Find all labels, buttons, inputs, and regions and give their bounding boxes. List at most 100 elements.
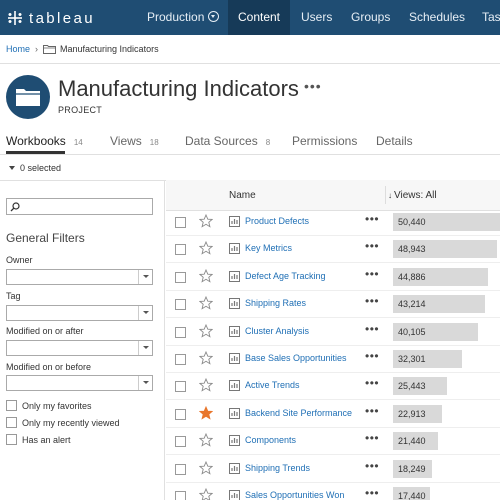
column-divider: [385, 186, 386, 204]
tableau-logo[interactable]: tableau: [7, 9, 95, 27]
row-select-checkbox[interactable]: [175, 491, 186, 500]
table-row[interactable]: Product Defects ••• 50,440: [166, 209, 500, 236]
row-select-checkbox[interactable]: [175, 271, 186, 283]
tab-details[interactable]: Details: [376, 134, 413, 148]
tab-label: Details: [376, 134, 413, 148]
selection-dropdown[interactable]: 0 selected: [9, 163, 61, 173]
row-actions-more-icon[interactable]: •••: [365, 349, 380, 363]
modified-before-label: Modified on or before: [6, 362, 92, 372]
workbook-name-link[interactable]: Shipping Trends: [245, 462, 311, 473]
row-select-checkbox[interactable]: [175, 244, 186, 256]
workbook-icon: [229, 490, 240, 500]
site-label: Production: [147, 10, 205, 24]
favorite-star-icon[interactable]: [199, 378, 213, 393]
tab-label: Data Sources: [185, 134, 258, 148]
nav-item-users[interactable]: Users: [301, 10, 333, 24]
modified-after-select[interactable]: [6, 340, 153, 356]
views-bar: [393, 377, 447, 396]
nav-item-tasks[interactable]: Task: [482, 10, 500, 24]
tag-label: Tag: [6, 291, 21, 301]
favorite-star-icon[interactable]: [199, 488, 213, 500]
table-row[interactable]: Shipping Trends ••• 18,249: [166, 456, 500, 483]
site-switcher[interactable]: Production: [147, 0, 227, 35]
favorite-star-icon[interactable]: [199, 241, 213, 256]
tag-select[interactable]: [6, 305, 153, 321]
workbook-name-link[interactable]: Cluster Analysis: [245, 325, 310, 336]
workbook-name-link[interactable]: Sales Opportunities Won: [245, 490, 345, 500]
breadcrumb-home-link[interactable]: Home: [6, 44, 31, 54]
only-recently-viewed-checkbox[interactable]: Only my recently viewed: [6, 417, 120, 428]
row-select-checkbox[interactable]: [175, 436, 186, 448]
row-actions-more-icon[interactable]: •••: [365, 294, 380, 309]
row-select-checkbox[interactable]: [175, 354, 186, 365]
row-actions-more-icon[interactable]: •••: [365, 239, 380, 254]
workbook-name-link[interactable]: Base Sales Opportunities: [245, 353, 347, 363]
favorite-star-icon[interactable]: [199, 323, 213, 338]
checkbox[interactable]: [6, 434, 17, 445]
row-select-checkbox[interactable]: [175, 326, 186, 338]
has-alert-checkbox[interactable]: Has an alert: [6, 434, 71, 445]
nav-item-schedules[interactable]: Schedules: [409, 10, 466, 24]
row-select-checkbox[interactable]: [175, 408, 186, 420]
views-bar: [393, 295, 485, 314]
table-row[interactable]: Shipping Rates ••• 43,214: [166, 291, 500, 319]
workbook-name-link[interactable]: Defect Age Tracking: [245, 270, 326, 281]
row-select-checkbox[interactable]: [175, 299, 186, 311]
column-header-name[interactable]: Name: [229, 190, 256, 201]
tableau-logo-icon: [8, 11, 22, 25]
table-row[interactable]: Components ••• 21,440: [166, 428, 500, 456]
row-actions-more-icon[interactable]: •••: [365, 431, 380, 446]
favorite-star-icon[interactable]: [199, 296, 213, 310]
filter-search-input[interactable]: [6, 198, 153, 215]
only-favorites-checkbox[interactable]: Only my favorites: [6, 400, 92, 411]
tab-views[interactable]: Views 18: [110, 134, 159, 148]
favorite-star-icon[interactable]: [199, 433, 213, 447]
table-row[interactable]: Base Sales Opportunities ••• 32,301: [166, 346, 500, 373]
workbook-icon: [229, 380, 240, 392]
owner-label: Owner: [6, 255, 33, 265]
favorite-star-icon[interactable]: [199, 351, 213, 365]
checkbox-label: Only my recently viewed: [22, 417, 120, 428]
row-select-checkbox[interactable]: [175, 217, 186, 228]
column-header-views[interactable]: ↓ Views: All: [388, 190, 437, 201]
favorite-star-icon[interactable]: [199, 460, 213, 475]
owner-select[interactable]: [6, 269, 153, 285]
workbook-name-link[interactable]: Active Trends: [245, 380, 300, 391]
folder-icon: [16, 89, 40, 106]
views-bar: [393, 267, 488, 286]
row-actions-more-icon[interactable]: •••: [365, 403, 380, 418]
tab-data-sources[interactable]: Data Sources 8: [185, 134, 270, 148]
nav-item-content[interactable]: Content: [228, 0, 290, 35]
workbook-name-link[interactable]: Components: [245, 435, 297, 446]
modified-before-select[interactable]: [6, 375, 153, 391]
nav-item-groups[interactable]: Groups: [351, 10, 391, 24]
row-actions-more-icon[interactable]: •••: [365, 486, 380, 500]
tab-workbooks[interactable]: Workbooks 14: [6, 134, 83, 148]
row-actions-more-icon[interactable]: •••: [365, 266, 380, 281]
project-actions-more-icon[interactable]: •••: [304, 78, 322, 94]
workbook-name-link[interactable]: Product Defects: [245, 216, 310, 226]
row-select-checkbox[interactable]: [175, 463, 186, 475]
table-row[interactable]: Sales Opportunities Won ••• 17,440: [166, 483, 500, 500]
row-actions-more-icon[interactable]: •••: [365, 458, 380, 473]
table-row[interactable]: Backend Site Performance ••• 22,913: [166, 401, 500, 428]
checkbox[interactable]: [6, 400, 17, 411]
table-row[interactable]: Key Metrics ••• 48,943: [166, 236, 500, 264]
row-select-checkbox[interactable]: [175, 381, 186, 393]
search-icon: [10, 202, 20, 212]
row-actions-more-icon[interactable]: •••: [365, 212, 380, 226]
table-row[interactable]: Defect Age Tracking ••• 44,886: [166, 264, 500, 291]
tab-permissions[interactable]: Permissions: [292, 134, 357, 148]
favorite-star-icon[interactable]: [199, 405, 213, 420]
favorite-star-icon[interactable]: [199, 268, 213, 283]
workbook-icon: [229, 325, 240, 337]
row-actions-more-icon[interactable]: •••: [365, 321, 380, 336]
table-row[interactable]: Cluster Analysis ••• 40,105: [166, 319, 500, 346]
workbook-name-link[interactable]: Key Metrics: [245, 243, 293, 254]
table-row[interactable]: Active Trends ••• 25,443: [166, 373, 500, 401]
favorite-star-icon[interactable]: [199, 214, 213, 228]
row-actions-more-icon[interactable]: •••: [365, 376, 380, 391]
workbook-name-link[interactable]: Backend Site Performance: [245, 407, 353, 418]
workbook-name-link[interactable]: Shipping Rates: [245, 298, 307, 309]
checkbox[interactable]: [6, 417, 17, 428]
